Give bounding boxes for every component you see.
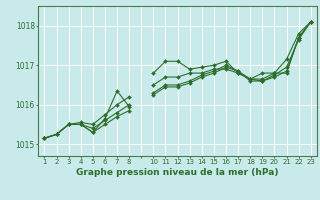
X-axis label: Graphe pression niveau de la mer (hPa): Graphe pression niveau de la mer (hPa) <box>76 168 279 177</box>
